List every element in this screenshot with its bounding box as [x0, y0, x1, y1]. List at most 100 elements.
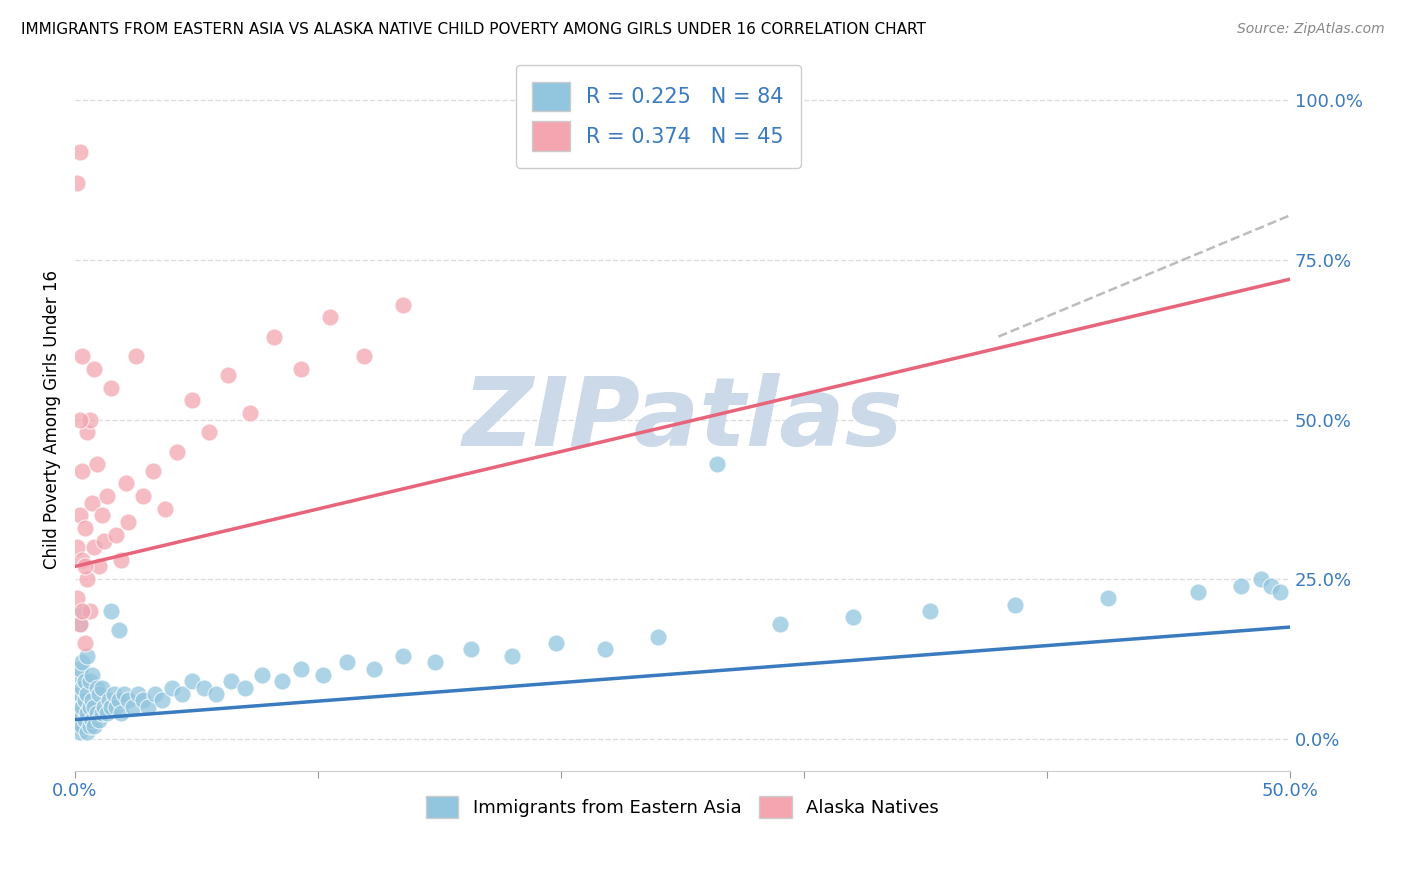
Point [69, 145, 91, 159]
Point [239, 406, 262, 420]
Point [80, 713, 103, 727]
Point [153, 502, 176, 516]
Point [72, 604, 94, 618]
Point [89, 713, 111, 727]
Point [79, 719, 101, 733]
Point [1097, 591, 1119, 606]
Point [69, 662, 91, 676]
Point [89, 559, 111, 574]
Point [593, 642, 616, 657]
Point [132, 489, 155, 503]
Text: Source: ZipAtlas.com: Source: ZipAtlas.com [1237, 22, 1385, 37]
Point [65, 713, 87, 727]
Point [69, 687, 91, 701]
Point [312, 668, 335, 682]
Point [219, 674, 242, 689]
Point [96, 706, 118, 721]
Point [647, 630, 669, 644]
Point [233, 681, 256, 695]
Point [353, 349, 375, 363]
Point [66, 668, 89, 682]
Point [205, 687, 228, 701]
Point [66, 591, 89, 606]
Point [1004, 598, 1026, 612]
Point [1260, 578, 1282, 592]
Point [270, 674, 292, 689]
Point [706, 458, 728, 472]
Point [83, 699, 105, 714]
Y-axis label: Child Poverty Among Girls Under 16: Child Poverty Among Girls Under 16 [44, 270, 60, 569]
Point [107, 624, 129, 638]
Point [166, 444, 188, 458]
Point [769, 616, 792, 631]
Point [69, 412, 91, 426]
Point [105, 699, 128, 714]
Point [69, 616, 91, 631]
Point [69, 616, 91, 631]
Text: ZIPatlas: ZIPatlas [463, 373, 903, 467]
Point [72, 349, 94, 363]
Legend: Immigrants from Eastern Asia, Alaska Natives: Immigrants from Eastern Asia, Alaska Nat… [419, 789, 946, 825]
Point [72, 655, 94, 669]
Point [72, 604, 94, 618]
Point [76, 425, 98, 440]
Point [66, 719, 89, 733]
Point [290, 662, 312, 676]
Point [83, 541, 105, 555]
Point [1250, 572, 1272, 586]
Point [180, 674, 202, 689]
Point [66, 541, 89, 555]
Point [69, 706, 91, 721]
Point [80, 693, 103, 707]
Point [79, 412, 101, 426]
Point [103, 687, 125, 701]
Point [920, 604, 942, 618]
Point [69, 508, 91, 523]
Point [136, 699, 159, 714]
Point [76, 648, 98, 663]
Point [66, 693, 89, 707]
Point [100, 604, 122, 618]
Point [180, 393, 202, 408]
Point [127, 687, 149, 701]
Point [69, 725, 91, 739]
Point [86, 706, 108, 721]
Point [423, 655, 446, 669]
Point [100, 381, 122, 395]
Point [73, 713, 96, 727]
Point [170, 687, 193, 701]
Point [132, 693, 155, 707]
Point [263, 329, 285, 343]
Point [152, 693, 174, 707]
Point [319, 310, 342, 325]
Point [107, 693, 129, 707]
Point [117, 515, 139, 529]
Point [72, 699, 94, 714]
Point [90, 706, 112, 721]
Point [143, 687, 166, 701]
Point [160, 681, 183, 695]
Point [98, 693, 121, 707]
Point [73, 559, 96, 574]
Point [110, 706, 132, 721]
Point [86, 681, 108, 695]
Point [115, 476, 138, 491]
Point [217, 368, 239, 382]
Point [250, 668, 273, 682]
Point [73, 636, 96, 650]
Point [80, 495, 103, 509]
Text: IMMIGRANTS FROM EASTERN ASIA VS ALASKA NATIVE CHILD POVERTY AMONG GIRLS UNDER 16: IMMIGRANTS FROM EASTERN ASIA VS ALASKA N… [21, 22, 927, 37]
Point [79, 699, 101, 714]
Point [193, 681, 215, 695]
Point [76, 725, 98, 739]
Point [105, 527, 128, 541]
Point [122, 699, 145, 714]
Point [546, 636, 568, 650]
Point [83, 361, 105, 376]
Point [392, 298, 415, 312]
Point [73, 693, 96, 707]
Point [90, 681, 112, 695]
Point [112, 687, 135, 701]
Point [841, 610, 863, 624]
Point [100, 699, 122, 714]
